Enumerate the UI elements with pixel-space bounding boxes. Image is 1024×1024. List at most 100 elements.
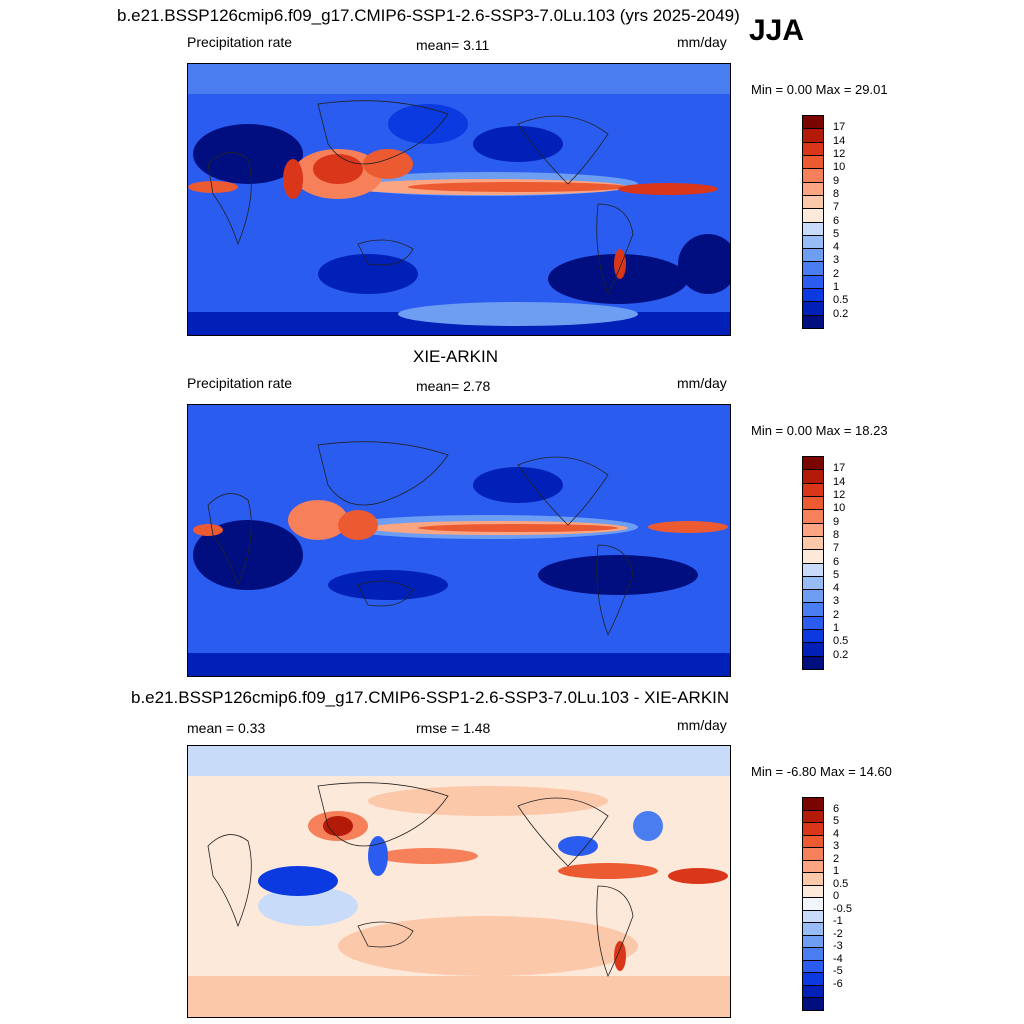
colorbar-swatch (802, 897, 824, 911)
colorbar-swatch (802, 847, 824, 861)
colorbar-swatch (802, 562, 824, 577)
panel-title: b.e21.BSSP126cmip6.f09_g17.CMIP6-SSP1-2.… (131, 688, 730, 707)
colorbar-swatch (802, 301, 824, 316)
colorbar-swatch (802, 947, 824, 961)
colorbar-swatch (802, 575, 824, 591)
colorbar-swatch (802, 809, 824, 824)
colorbar-tick-label: 4 (833, 241, 840, 254)
colorbar-tick-label: -6 (833, 977, 843, 990)
colorbar-tick-label: 14 (833, 475, 846, 488)
colorbar-tick-label: 1 (833, 622, 840, 635)
precip-map-observation (187, 404, 731, 677)
colorbar-tick-label: 5 (833, 815, 840, 828)
precip-map-model (187, 63, 731, 336)
colorbar-tick-label: 0.2 (833, 648, 849, 661)
colorbar-swatch (802, 221, 824, 236)
colorbar-swatch (802, 822, 824, 836)
colorbar-tick-label: 7 (833, 542, 840, 555)
colorbar-swatch (802, 549, 824, 564)
colorbar-swatch (802, 128, 824, 143)
colorbar-tick-label: 5 (833, 227, 840, 240)
precip-map-difference (187, 745, 731, 1018)
colorbar-tick-label: 17 (833, 462, 846, 475)
panel-minmax-label: Min = -6.80 Max = 14.60 (751, 764, 892, 779)
colorbar-tick-label: 4 (833, 827, 840, 840)
colorbar-swatch (802, 469, 824, 484)
colorbar-tick-label: 8 (833, 528, 840, 541)
panel-minmax-label: Min = 0.00 Max = 29.01 (751, 82, 888, 97)
colorbar-tick-label: 0.2 (833, 307, 849, 320)
colorbar-swatch (802, 234, 824, 250)
colorbar-swatch (802, 194, 824, 210)
colorbar-swatch (802, 274, 824, 290)
colorbar-swatch (802, 642, 824, 657)
colorbar-tick-label: 8 (833, 187, 840, 200)
colorbar-swatch (802, 288, 824, 303)
colorbar-swatch (802, 141, 824, 156)
colorbar-swatch (802, 314, 824, 329)
colorbar-swatch (802, 509, 824, 524)
colorbar-swatch (802, 922, 824, 936)
panel-rmse-label: rmse = 1.48 (416, 720, 491, 736)
colorbar-tick-label: 3 (833, 840, 840, 853)
colorbar-swatch (802, 655, 824, 670)
colorbar-tick-label: 14 (833, 134, 846, 147)
colorbar-swatch (802, 154, 824, 170)
colorbar-tick-label: 9 (833, 174, 840, 187)
colorbar-swatch (802, 181, 824, 196)
colorbar-tick-label: 2 (833, 852, 840, 865)
colorbar-tick-label: 2 (833, 608, 840, 621)
colorbar-swatch (802, 629, 824, 644)
colorbar-tick-label: 3 (833, 595, 840, 608)
colorbar-tick-label: -0.5 (833, 902, 852, 915)
panel-units-label: mm/day (677, 717, 727, 733)
colorbar-tick-label: 2 (833, 267, 840, 280)
colorbar-tick-label: 1 (833, 281, 840, 294)
colorbar-swatch (802, 909, 824, 924)
colorbar-swatch (802, 456, 824, 471)
colorbar-tick-label: 5 (833, 568, 840, 581)
colorbar-swatch (802, 535, 824, 551)
colorbar-tick-label: 9 (833, 515, 840, 528)
panel-mean-label: mean= 2.78 (416, 378, 491, 394)
panel-minmax-label: Min = 0.00 Max = 18.23 (751, 423, 888, 438)
colorbar-tick-label: 4 (833, 582, 840, 595)
colorbar-swatch (802, 872, 824, 886)
colorbar-tick-label: -4 (833, 952, 843, 965)
colorbar-swatch (802, 522, 824, 537)
colorbar-tick-label: 3 (833, 254, 840, 267)
colorbar-tick-label: -1 (833, 915, 843, 928)
colorbar-swatch (802, 972, 824, 986)
colorbar-swatch (802, 934, 824, 949)
panel-units-label: mm/day (677, 375, 727, 391)
colorbar-tick-label: 12 (833, 488, 846, 501)
colorbar-swatch (802, 589, 824, 604)
colorbar-swatch (802, 602, 824, 617)
panel-units-label: mm/day (677, 34, 727, 50)
colorbar-swatch (802, 248, 824, 263)
colorbar-swatch (802, 834, 824, 849)
colorbar-tick-label: 6 (833, 555, 840, 568)
colorbar-tick-label: 10 (833, 502, 846, 515)
colorbar-swatch (802, 208, 824, 223)
colorbar-tick-label: 7 (833, 201, 840, 214)
colorbar-swatch (802, 482, 824, 497)
colorbar-swatch (802, 859, 824, 874)
colorbar-tick-label: 6 (833, 214, 840, 227)
colorbar-tick-label: 17 (833, 121, 846, 134)
colorbar-swatch (802, 797, 824, 811)
colorbar-tick-label: 1 (833, 865, 840, 878)
season-label: JJA (749, 14, 805, 47)
colorbar-tick-label: -2 (833, 927, 843, 940)
colorbar-tick-label: 6 (833, 802, 840, 815)
colorbar-swatch (802, 495, 824, 511)
panel-mean-label: mean= 3.11 (416, 37, 490, 53)
colorbar-tick-label: 10 (833, 161, 846, 174)
colorbar-tick-label: -3 (833, 940, 843, 953)
colorbar-swatch (802, 997, 824, 1011)
colorbar-swatch (802, 168, 824, 183)
colorbar-tick-label: 0 (833, 890, 840, 903)
colorbar-swatch (802, 261, 824, 276)
panel-mean-label: mean = 0.33 (187, 720, 266, 736)
panel-variable-label: Precipitation rate (187, 375, 293, 391)
